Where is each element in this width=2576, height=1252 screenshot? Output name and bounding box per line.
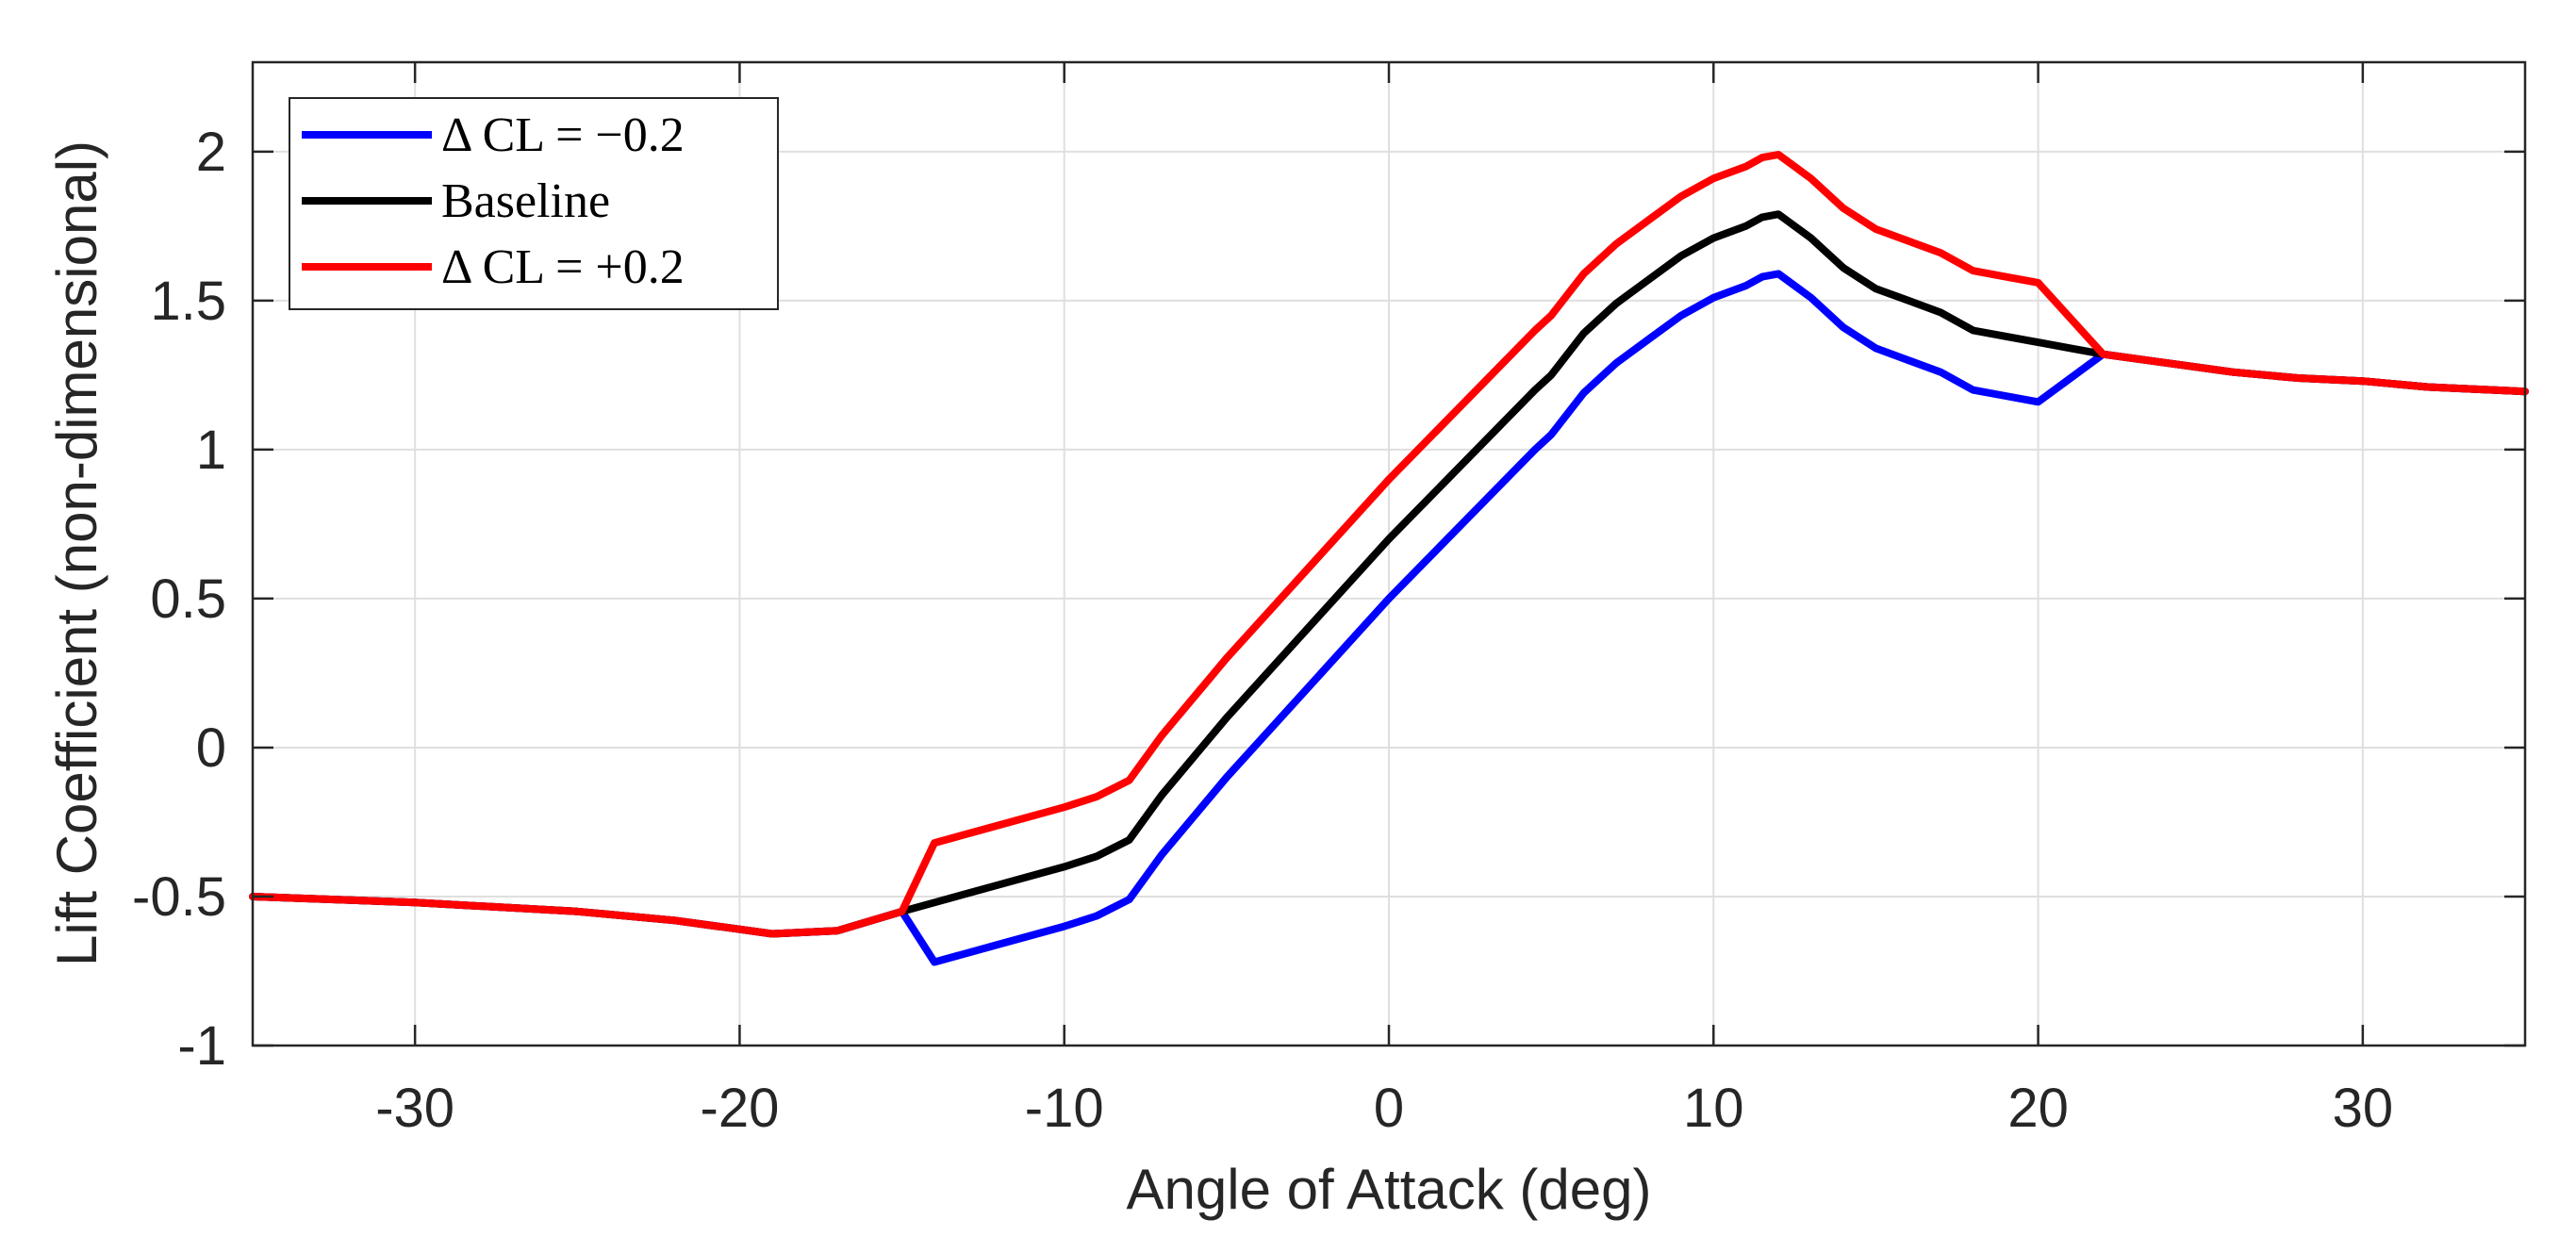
y-tick-label: 1.5	[150, 271, 226, 332]
y-tick-label: 0.5	[150, 568, 226, 630]
legend: Δ CL = −0.2 Baseline Δ CL = +0.2	[289, 97, 779, 310]
x-tick-label: 30	[2333, 1078, 2394, 1139]
x-tick-label: 20	[2007, 1078, 2069, 1139]
series-lines	[249, 151, 2529, 966]
x-tick-label: -30	[375, 1078, 454, 1139]
legend-label-minus: Δ CL = −0.2	[441, 108, 685, 162]
x-tick-label: 10	[1683, 1078, 1744, 1139]
y-tick-label: 1	[196, 420, 226, 481]
legend-label-baseline: Baseline	[441, 174, 610, 228]
x-tick-labels: -30 -20 -10 0 10 20 30	[375, 1078, 2393, 1139]
x-axis-title: Angle of Attack (deg)	[1127, 1158, 1652, 1221]
y-axis-title: Lift Coefficient (non-dimensional)	[45, 140, 108, 966]
y-tick-labels: -1 -0.5 0 0.5 1 1.5 2	[132, 122, 226, 1077]
axis-ticks	[253, 62, 2525, 1047]
y-tick-label: 2	[196, 122, 226, 183]
series-line-plus	[249, 151, 2529, 938]
x-tick-label: -10	[1025, 1078, 1104, 1139]
y-tick-label: 0	[196, 717, 226, 779]
x-tick-label: -20	[701, 1078, 780, 1139]
legend-label-plus: Δ CL = +0.2	[441, 240, 685, 294]
x-tick-label: 0	[1374, 1078, 1404, 1139]
y-tick-label: -1	[177, 1015, 226, 1077]
y-tick-label: -0.5	[132, 866, 226, 928]
